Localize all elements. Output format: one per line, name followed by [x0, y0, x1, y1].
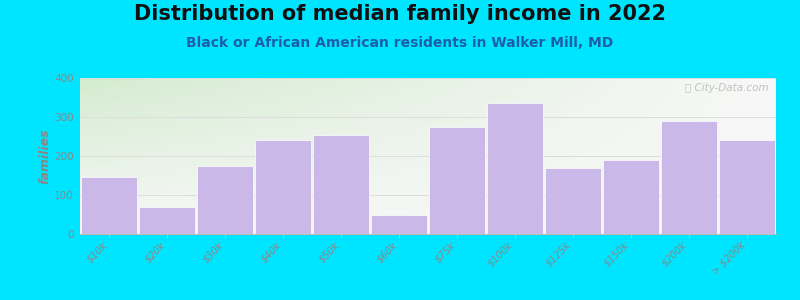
Text: ⓘ City-Data.com: ⓘ City-Data.com: [686, 83, 769, 93]
Bar: [603, 160, 658, 234]
Bar: [662, 121, 717, 234]
Bar: [82, 177, 137, 234]
Bar: [430, 127, 485, 234]
Text: Distribution of median family income in 2022: Distribution of median family income in …: [134, 4, 666, 25]
Y-axis label: families: families: [38, 128, 51, 184]
Bar: [546, 169, 601, 234]
Bar: [487, 103, 542, 234]
Bar: [719, 140, 774, 234]
Bar: [371, 214, 426, 234]
Bar: [255, 140, 310, 234]
Bar: [139, 207, 194, 234]
Text: Black or African American residents in Walker Mill, MD: Black or African American residents in W…: [186, 36, 614, 50]
Bar: [198, 166, 253, 234]
Bar: [314, 134, 369, 234]
